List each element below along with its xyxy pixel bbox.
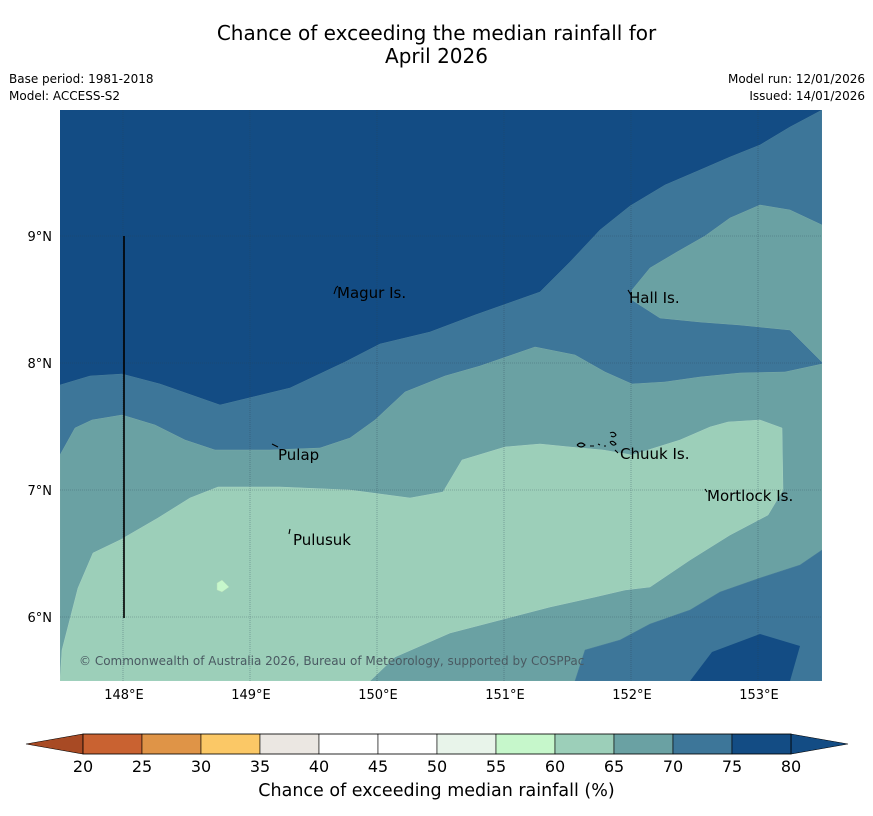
model-run-text: Model run: 12/01/2026 (727, 72, 865, 86)
title-line-1: Chance of exceeding the median rainfall … (216, 21, 657, 45)
colorbar-cell-45-50 (377, 733, 438, 755)
colorbar-tick-55: 55 (485, 757, 507, 776)
colorbar-tick-45: 45 (367, 757, 389, 776)
colorbar-tick-80: 80 (780, 757, 802, 776)
place-label-mortlock: Mortlock Is. (707, 487, 793, 505)
lon-tick-153: 153°E (739, 688, 779, 703)
place-label-pulusuk: Pulusuk (293, 531, 351, 549)
colorbar-extend-low (25, 733, 84, 755)
place-label-pulap: Pulap (278, 446, 319, 464)
colorbar-cell-20-25 (82, 733, 143, 755)
colorbar-tick-65: 65 (603, 757, 625, 776)
map-title: Chance of exceeding the median rainfall … (0, 22, 873, 68)
lat-tick-6: 6°N (28, 611, 53, 626)
colorbar-tick-40: 40 (308, 757, 330, 776)
colorbar-cell-35-40 (259, 733, 320, 755)
island-pulap (271, 443, 279, 448)
place-label-chuuk: Chuuk Is. (620, 445, 689, 463)
place-label-magur: Magur Is. (337, 284, 406, 302)
colorbar-cell-30-35 (200, 733, 261, 755)
island-pulusuk (288, 528, 291, 535)
gridlines (60, 110, 822, 681)
copyright-text: © Commonwealth of Australia 2026, Bureau… (79, 654, 584, 668)
lat-tick-7: 7°N (28, 484, 53, 499)
base-period-text: Base period: 1981-2018 (9, 72, 154, 86)
island-hall (627, 289, 632, 296)
colorbar-tick-35: 35 (249, 757, 271, 776)
colorbar-tick-25: 25 (131, 757, 153, 776)
colorbar-cell-70-75 (672, 733, 733, 755)
lon-tick-148: 148°E (104, 688, 144, 703)
island-chuuk (576, 431, 619, 454)
contour-65-band (60, 419, 784, 681)
contour-60-blob (216, 579, 230, 593)
colorbar-tick-75: 75 (721, 757, 743, 776)
colorbar-cell-75-80 (731, 733, 792, 755)
place-label-hall: Hall Is. (629, 289, 680, 307)
model-text: Model: ACCESS-S2 (9, 89, 121, 103)
colorbar (25, 733, 849, 755)
island-mortlock (704, 488, 708, 493)
colorbar-tick-70: 70 (662, 757, 684, 776)
lat-tick-9: 9°N (28, 230, 53, 245)
colorbar-frame (82, 733, 792, 755)
colorbar-cell-65-70 (613, 733, 674, 755)
colorbar-cell-55-60 (495, 733, 556, 755)
colorbar-tick-20: 20 (72, 757, 94, 776)
colorbar-extend-high (790, 733, 849, 755)
colorbar-cell-50-55 (436, 733, 497, 755)
contour-70-tongue (631, 204, 822, 363)
lon-tick-151: 151°E (485, 688, 525, 703)
colorbar-tick-50: 50 (426, 757, 448, 776)
meta-right: Model run: 12/01/2026 Issued: 14/01/2026 (728, 71, 865, 105)
lon-tick-149: 149°E (231, 688, 271, 703)
island-shapes (271, 285, 708, 535)
meta-left: Base period: 1981-2018 Model: ACCESS-S2 (9, 71, 154, 105)
lon-tick-150: 150°E (358, 688, 398, 703)
issued-text: Issued: 14/01/2026 (749, 89, 865, 103)
island-magur (333, 285, 339, 295)
contour-layer (60, 110, 822, 681)
lon-tick-152: 152°E (612, 688, 652, 703)
colorbar-cell-40-45 (318, 733, 379, 755)
colorbar-cell-60-65 (554, 733, 615, 755)
colorbar-tick-30: 30 (190, 757, 212, 776)
colorbar-cell-25-30 (141, 733, 202, 755)
contour-80-lower-right (690, 634, 800, 681)
colorbar-tick-60: 60 (544, 757, 566, 776)
colorbar-title: Chance of exceeding median rainfall (%) (258, 781, 615, 801)
lat-tick-8: 8°N (28, 357, 53, 372)
title-line-2: April 2026 (385, 44, 488, 68)
